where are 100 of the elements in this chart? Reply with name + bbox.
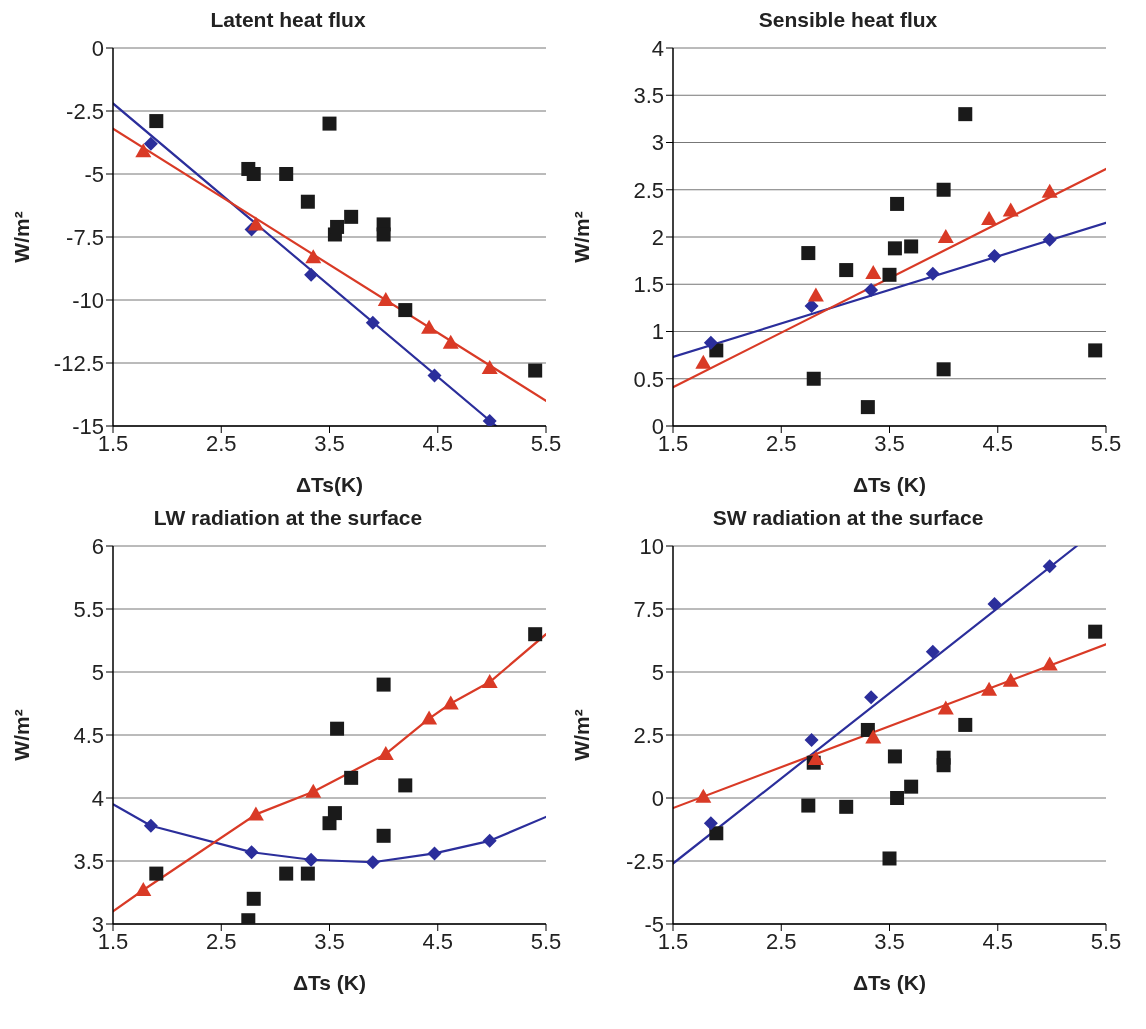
x-tick-label: 4.5 xyxy=(982,430,1014,456)
point xyxy=(427,368,442,383)
point xyxy=(1042,559,1057,574)
point xyxy=(365,315,380,330)
point xyxy=(398,303,413,318)
x-tick-label: 3.5 xyxy=(874,928,905,954)
x-tick-label: 4.5 xyxy=(982,928,1014,954)
y-tick-label: 10 xyxy=(639,533,664,559)
x-tick-label: 3.5 xyxy=(314,928,345,954)
point xyxy=(482,833,497,848)
y-tick-label: 4 xyxy=(91,785,104,811)
y-tick-label: -7.5 xyxy=(66,224,104,250)
x-tick-label: 2.5 xyxy=(765,430,797,456)
point xyxy=(882,851,897,866)
y-tick-label: 1 xyxy=(651,319,664,345)
y-tick-label: 4.5 xyxy=(73,722,104,748)
point xyxy=(864,282,879,297)
x-axis-title: ΔTs (K) xyxy=(852,473,927,496)
point xyxy=(481,360,498,375)
point xyxy=(807,287,824,302)
y-tick-label: -2.5 xyxy=(66,98,104,124)
point xyxy=(300,866,315,881)
point xyxy=(143,136,158,151)
point xyxy=(481,674,498,689)
point xyxy=(247,806,264,821)
y-tick-label: 1.5 xyxy=(633,272,664,298)
point xyxy=(304,852,319,867)
point xyxy=(860,400,875,415)
y-tick-label: 7.5 xyxy=(633,596,664,622)
x-tick-label: 5.5 xyxy=(1090,928,1122,954)
x-tick-label: 3.5 xyxy=(874,430,905,456)
y-tick-label: 0 xyxy=(651,785,664,811)
y-tick-label: -5 xyxy=(84,161,104,187)
chart-title: LW radiation at the surface xyxy=(152,506,424,531)
x-tick-label: 2.5 xyxy=(765,928,797,954)
x-axis-title: ΔTs (K) xyxy=(292,971,367,994)
chart-title: SW radiation at the surface xyxy=(711,506,985,531)
point xyxy=(442,334,459,349)
x-tick-label: 5.5 xyxy=(530,928,562,954)
point xyxy=(958,107,973,122)
point xyxy=(882,267,897,282)
point xyxy=(442,695,459,710)
point xyxy=(703,335,718,350)
point xyxy=(804,733,819,748)
point xyxy=(421,710,438,725)
y-tick-label: 3.5 xyxy=(73,848,104,874)
point xyxy=(427,846,442,861)
point xyxy=(247,216,264,231)
y-tick-label: -2.5 xyxy=(626,848,664,874)
point xyxy=(709,826,724,841)
point xyxy=(890,791,905,805)
point xyxy=(322,116,337,131)
point xyxy=(482,413,497,426)
y-tick-label: 2 xyxy=(651,224,664,250)
x-tick-label: 3.5 xyxy=(314,430,345,456)
point xyxy=(695,354,712,369)
x-tick-label: 5.5 xyxy=(1090,430,1122,456)
x-tick-label: 5.5 xyxy=(530,430,562,456)
point xyxy=(305,249,322,264)
point xyxy=(1042,232,1057,247)
point xyxy=(1041,183,1058,198)
point xyxy=(279,866,294,881)
point xyxy=(958,717,973,732)
y-axis-title: W/m² xyxy=(10,211,34,263)
y-tick-label: 5 xyxy=(651,659,664,685)
x-tick-label: 4.5 xyxy=(422,928,454,954)
point xyxy=(801,246,816,261)
y-tick-label: 3.5 xyxy=(633,83,664,109)
point xyxy=(244,845,259,860)
point xyxy=(981,211,998,226)
point xyxy=(135,143,152,158)
y-tick-label: 3 xyxy=(651,130,664,156)
point xyxy=(330,219,345,234)
point xyxy=(528,363,543,378)
y-tick-label: 0.5 xyxy=(633,366,664,392)
point xyxy=(377,745,394,760)
point xyxy=(865,264,882,279)
point xyxy=(807,750,824,765)
point xyxy=(806,371,821,386)
x-axis-title: ΔTs (K) xyxy=(852,971,927,994)
point xyxy=(279,167,294,181)
point xyxy=(904,779,919,794)
x-tick-label: 2.5 xyxy=(205,928,237,954)
x-tick-label: 2.5 xyxy=(205,430,237,456)
point xyxy=(925,644,940,659)
point xyxy=(865,729,882,744)
y-tick-label: 2.5 xyxy=(633,722,664,748)
chart-title: Sensible heat flux xyxy=(757,8,939,33)
y-tick-label: 4 xyxy=(651,35,664,61)
point xyxy=(149,866,164,881)
point xyxy=(421,319,438,334)
y-tick-label: 0 xyxy=(91,35,104,61)
x-axis-title: ΔTs(K) xyxy=(295,473,364,496)
point xyxy=(135,881,152,896)
point xyxy=(330,721,345,736)
point xyxy=(528,627,543,642)
point xyxy=(1002,202,1019,217)
y-axis-title: W/m² xyxy=(10,709,34,761)
point xyxy=(304,267,319,282)
y-tick-label: 5.5 xyxy=(73,596,104,622)
